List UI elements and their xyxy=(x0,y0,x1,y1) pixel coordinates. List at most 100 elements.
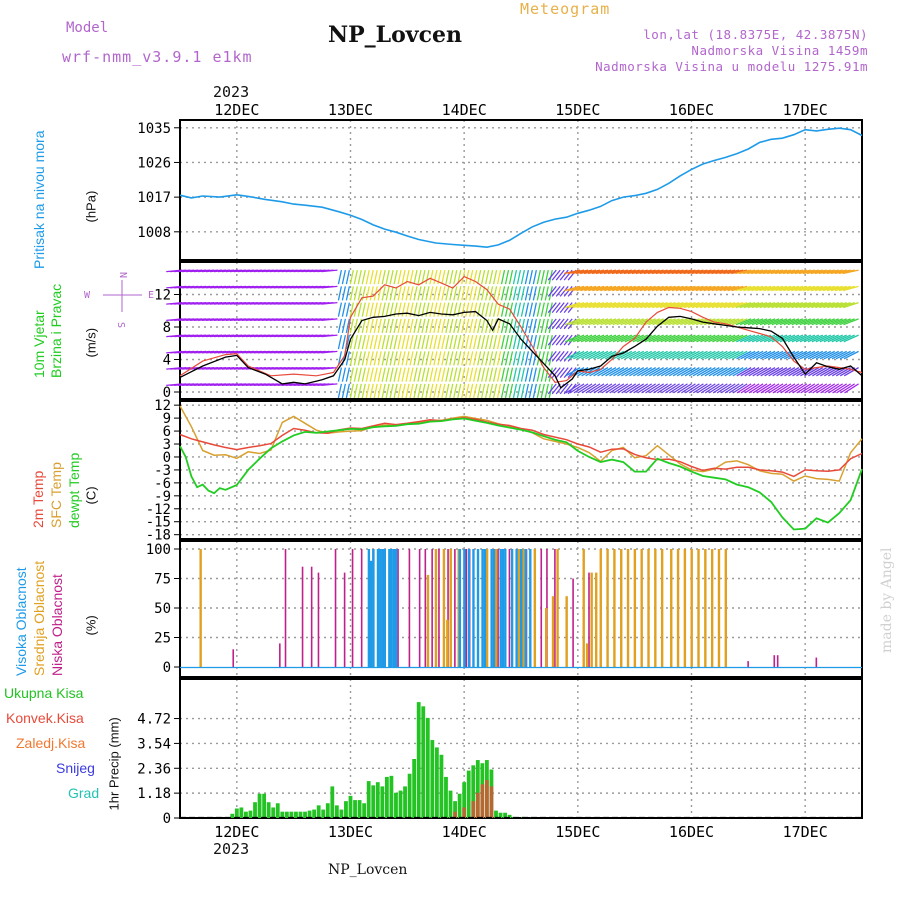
wind-barb xyxy=(572,269,589,275)
wind-barb xyxy=(648,302,664,309)
y-tick-label: 12 xyxy=(154,288,171,304)
wind-barb xyxy=(417,302,422,317)
wind-barb xyxy=(365,269,370,285)
precip-total-bar xyxy=(284,811,289,818)
wind-barb xyxy=(453,334,458,350)
wind-barb xyxy=(637,367,653,377)
y-tick-label: 4 xyxy=(163,353,171,369)
wind-barb xyxy=(584,334,601,343)
wind-barb xyxy=(385,334,390,350)
cloud-bar xyxy=(483,549,487,667)
wind-barb xyxy=(712,367,728,377)
wind-barb xyxy=(596,302,613,309)
cloud-bar xyxy=(381,549,384,667)
wind-barb xyxy=(780,383,796,394)
wind-barb xyxy=(520,318,526,334)
wind-barb xyxy=(779,318,796,326)
wind-barb xyxy=(747,334,764,343)
y-tick-label: 75 xyxy=(154,572,171,588)
wind-barb xyxy=(589,383,605,394)
precip-total-bar xyxy=(394,792,398,818)
wind-barb xyxy=(772,367,788,377)
wind-barb xyxy=(648,367,664,377)
wind-barb xyxy=(581,383,597,394)
y-tick-label: -12 xyxy=(146,502,171,518)
wind-barb xyxy=(839,350,855,360)
wind-barb xyxy=(373,318,378,334)
wind-barb xyxy=(621,383,637,394)
wind-barb xyxy=(425,269,430,285)
cloud-bar xyxy=(626,549,630,667)
wind-barb xyxy=(783,285,800,292)
wind-barb xyxy=(417,351,422,366)
wind-barb xyxy=(321,301,338,305)
wind-barb xyxy=(341,302,347,317)
wind-barb xyxy=(827,350,843,360)
wind-barb xyxy=(772,383,788,394)
precip-total-bar xyxy=(425,717,430,818)
wind-barb xyxy=(663,285,680,292)
wind-barb xyxy=(687,285,704,292)
wind-barb xyxy=(836,383,851,394)
wind-barb xyxy=(544,302,549,317)
wind-barb xyxy=(353,302,358,317)
wind-barb xyxy=(672,318,688,326)
wind-barb xyxy=(353,334,358,350)
panel-wind: 0 4 8 12 xyxy=(154,261,863,401)
wind-barb xyxy=(572,302,589,309)
wind-barb xyxy=(671,269,688,275)
wind-barb xyxy=(763,318,780,326)
wind-barb xyxy=(679,302,696,309)
wind-barb xyxy=(835,350,851,360)
precip-total-bar xyxy=(444,776,448,818)
wind-barb xyxy=(321,334,338,338)
precip-total-bar xyxy=(412,759,417,818)
y-tick-label: -6 xyxy=(154,476,171,492)
precip-total-bar xyxy=(244,811,248,818)
wind-barb xyxy=(405,383,410,399)
wind-barb xyxy=(341,269,347,285)
wind-barb xyxy=(732,367,748,377)
wind-barb xyxy=(409,269,414,285)
wind-barb xyxy=(768,350,784,360)
wind-barb xyxy=(655,285,672,292)
wind-barb xyxy=(608,285,625,292)
wind-barb xyxy=(573,350,589,360)
wind-barb xyxy=(795,334,812,343)
wind-barb xyxy=(720,350,736,360)
wind-barb xyxy=(763,285,780,292)
wind-barb xyxy=(413,351,418,366)
wind-barb xyxy=(819,302,835,309)
wind-barb xyxy=(596,318,613,326)
wind-rose-w: W xyxy=(84,290,91,301)
wind-barb xyxy=(732,334,748,343)
wind-barb xyxy=(625,367,641,377)
wind-barb xyxy=(353,367,358,382)
wind-barb xyxy=(361,334,366,350)
wind-barb xyxy=(613,383,629,394)
wind-barb xyxy=(767,285,784,292)
precip-total-bar xyxy=(503,812,507,818)
precip-total-bar xyxy=(325,803,330,818)
wind-barb xyxy=(504,351,510,366)
wind-barb xyxy=(727,318,744,326)
precip-total-bar xyxy=(466,770,471,818)
wind-barb xyxy=(365,302,370,317)
wind-barb xyxy=(600,302,617,309)
wind-barb xyxy=(417,367,422,382)
y-tick-label: 0 xyxy=(163,385,171,401)
wind-barb xyxy=(703,269,720,275)
wind-barb xyxy=(775,334,792,343)
wind-barb xyxy=(461,351,466,366)
y-tick-label: 0 xyxy=(163,450,171,466)
wind-barb xyxy=(700,367,716,377)
y-tick-label: 4.72 xyxy=(137,712,171,728)
cloud-bar xyxy=(545,608,548,667)
wind-barb xyxy=(576,318,593,326)
wind-barb xyxy=(699,285,716,292)
y-tick-label: -9 xyxy=(154,489,171,505)
wind-barb xyxy=(731,318,748,326)
wind-barb xyxy=(433,318,438,334)
wind-barb xyxy=(524,351,530,366)
wind-barb xyxy=(780,350,796,360)
